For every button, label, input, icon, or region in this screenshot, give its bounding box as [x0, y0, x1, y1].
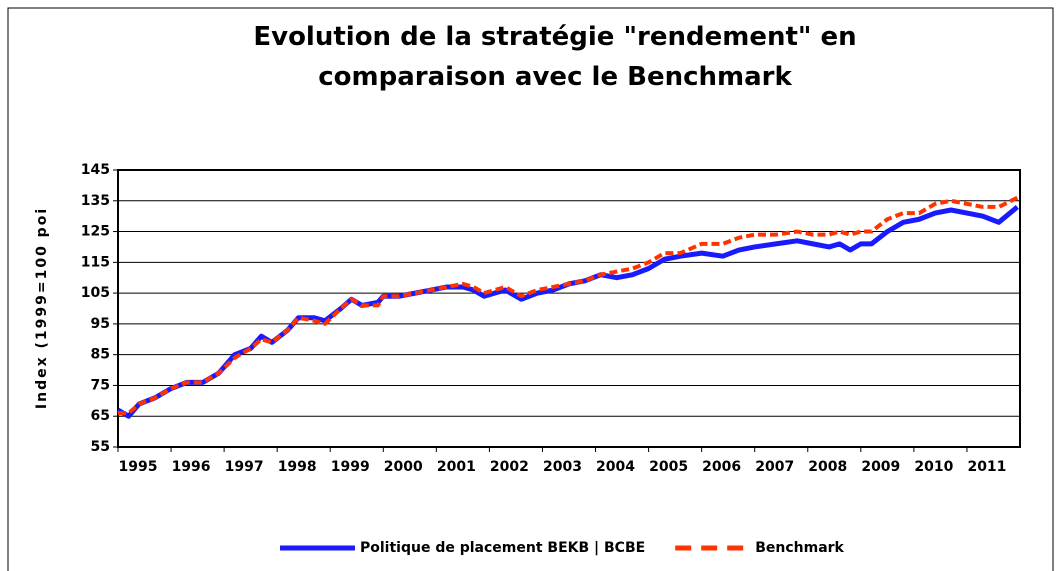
x-tick-label: 2007 [755, 459, 794, 475]
x-tick-label: 2010 [914, 459, 953, 475]
chart-title: Evolution de la stratégie "rendement" en [253, 22, 856, 52]
chart-border [7, 7, 1054, 571]
x-tick-label: 2009 [861, 459, 900, 475]
x-tick-label: 2002 [490, 459, 529, 475]
series-line [116, 205, 1019, 419]
y-tick-label: 115 [81, 254, 110, 270]
legend-label: Politique de placement BEKB | BCBE [360, 540, 645, 556]
y-tick-label: 65 [91, 408, 110, 424]
x-tick-label: 2003 [543, 459, 582, 475]
x-tick-label: 1996 [172, 459, 211, 475]
chart-title: comparaison avec le Benchmark [318, 62, 792, 92]
x-tick-label: 1997 [225, 459, 264, 475]
legend-label: Benchmark [755, 540, 844, 556]
x-tick-label: 2001 [437, 459, 476, 475]
x-tick-label: 2006 [702, 459, 741, 475]
y-tick-label: 75 [91, 377, 110, 393]
plot-area [118, 170, 1020, 447]
x-tick-label: 2004 [596, 459, 635, 475]
x-tick-label: 2000 [384, 459, 423, 475]
x-tick-label: 1998 [278, 459, 317, 475]
x-tick-label: 1995 [119, 459, 158, 475]
x-tick-label: 1999 [331, 459, 370, 475]
y-tick-label: 55 [91, 439, 110, 455]
x-tick-label: 2011 [967, 459, 1006, 475]
y-tick-label: 145 [81, 162, 110, 178]
y-tick-label: 105 [81, 285, 110, 301]
y-tick-label: 135 [81, 193, 110, 209]
y-tick-label: 125 [81, 224, 110, 240]
plot-border [117, 169, 1021, 448]
y-tick-label: 85 [91, 347, 110, 363]
y-axis-title: Index (1999=100 poi [34, 207, 50, 409]
x-tick-label: 2008 [808, 459, 847, 475]
y-tick-label: 95 [91, 316, 110, 332]
x-tick-label: 2005 [649, 459, 688, 475]
